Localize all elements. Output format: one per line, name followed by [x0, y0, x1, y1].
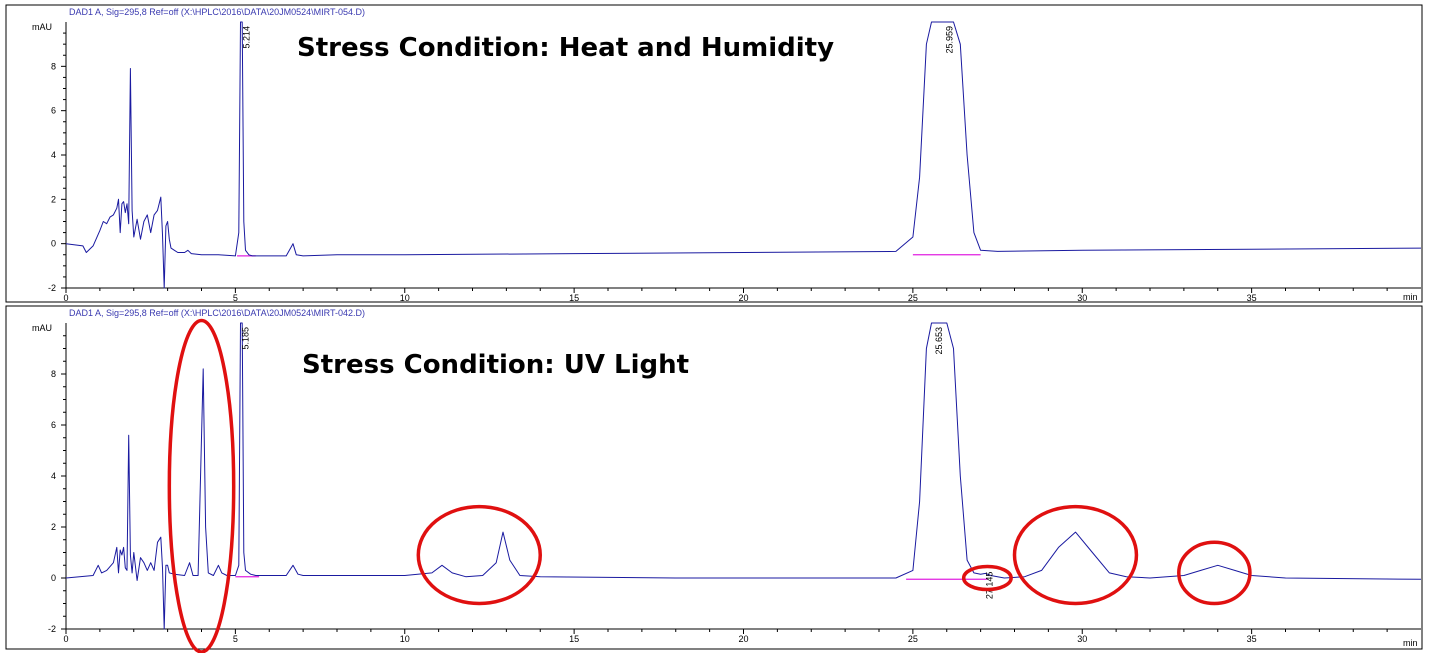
stress-condition-title: Stress Condition: UV Light: [302, 350, 689, 380]
y-tick-label: 2: [51, 194, 56, 204]
peak-retention-label: 25.959: [944, 26, 954, 54]
y-tick-label: 6: [51, 420, 56, 430]
peak-retention-label: 5.185: [241, 327, 251, 350]
y-axis-unit: mAU: [32, 22, 52, 32]
x-tick-label: 15: [569, 634, 579, 644]
x-tick-label: 5: [233, 634, 238, 644]
highlight-ellipse: [416, 504, 542, 606]
x-tick-label: 10: [400, 634, 410, 644]
x-tick-label: 0: [63, 634, 68, 644]
x-tick-label: 5: [233, 293, 238, 303]
y-tick-label: -2: [48, 283, 56, 293]
x-tick-label: 30: [1077, 293, 1087, 303]
y-tick-label: 0: [51, 239, 56, 249]
x-tick-label: 30: [1077, 634, 1087, 644]
y-tick-label: 0: [51, 573, 56, 583]
y-tick-label: 4: [51, 150, 56, 160]
y-tick-label: 8: [51, 369, 56, 379]
signal-header: DAD1 A, Sig=295,8 Ref=off (X:\HPLC\2016\…: [69, 7, 365, 17]
y-tick-label: 4: [51, 471, 56, 481]
peak-retention-label: 5.214: [242, 26, 252, 49]
x-tick-label: 15: [569, 293, 579, 303]
highlight-ellipse: [1012, 504, 1139, 606]
x-tick-label: 35: [1247, 293, 1257, 303]
chromatogram-trace: [65, 21, 1422, 289]
x-tick-label: 20: [738, 293, 748, 303]
highlight-ellipse: [1177, 540, 1252, 606]
signal-header: DAD1 A, Sig=295,8 Ref=off (X:\HPLC\2016\…: [69, 308, 365, 318]
x-tick-label: 10: [400, 293, 410, 303]
x-tick-label: 25: [908, 634, 918, 644]
x-tick-label: 0: [63, 293, 68, 303]
x-tick-label: 35: [1247, 634, 1257, 644]
stress-condition-title: Stress Condition: Heat and Humidity: [297, 33, 834, 63]
peak-retention-label: 27.145: [985, 572, 995, 600]
highlight-ellipse: [961, 564, 1013, 592]
chromatogram-panel-heat-humidity: DAD1 A, Sig=295,8 Ref=off (X:\HPLC\2016\…: [5, 4, 1423, 303]
highlight-ellipse: [167, 318, 236, 653]
y-axis-unit: mAU: [32, 323, 52, 333]
chromatogram-panel-uv-light: DAD1 A, Sig=295,8 Ref=off (X:\HPLC\2016\…: [5, 305, 1423, 653]
y-tick-label: 6: [51, 106, 56, 116]
x-tick-label: 25: [908, 293, 918, 303]
x-axis-unit: min: [1403, 292, 1418, 302]
peak-retention-label: 25.653: [934, 327, 944, 355]
chromatogram-trace: [65, 322, 1422, 630]
y-tick-label: -2: [48, 624, 56, 634]
y-tick-label: 2: [51, 522, 56, 532]
panel-frame: [5, 305, 1423, 650]
y-tick-label: 8: [51, 61, 56, 71]
x-tick-label: 20: [738, 634, 748, 644]
x-axis-unit: min: [1403, 638, 1418, 648]
